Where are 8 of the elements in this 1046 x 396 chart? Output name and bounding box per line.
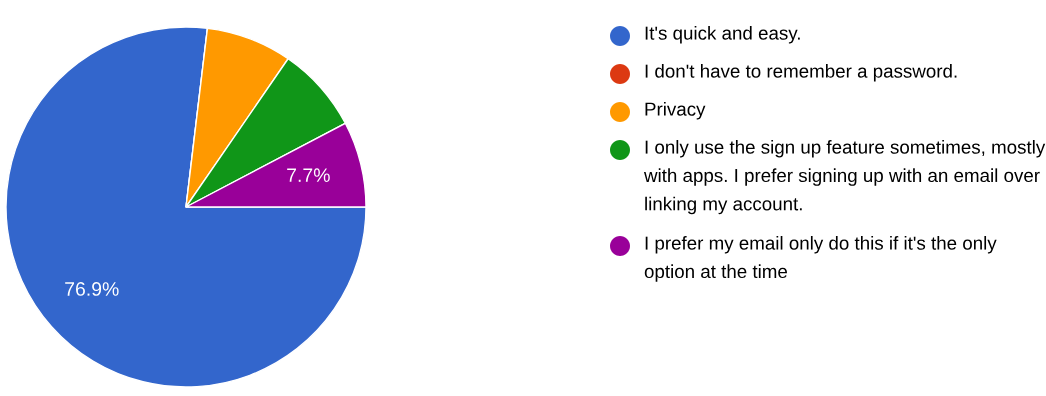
legend-label: It's quick and easy. xyxy=(645,26,800,44)
legend-label: I prefer my email only do this if it's the only option at the time xyxy=(644,236,997,282)
legend-label: I only use the sign up feature sometimes, mostly with apps. I prefer signing up with an email over linking my account. xyxy=(643,140,1046,215)
data-label: 7.7% xyxy=(287,168,330,182)
legend-label: I don't have to remember a password. xyxy=(645,64,957,82)
data-label: 76.9% xyxy=(65,282,119,296)
pie-slice xyxy=(5,26,367,388)
legend-label: Privacy xyxy=(645,102,706,120)
